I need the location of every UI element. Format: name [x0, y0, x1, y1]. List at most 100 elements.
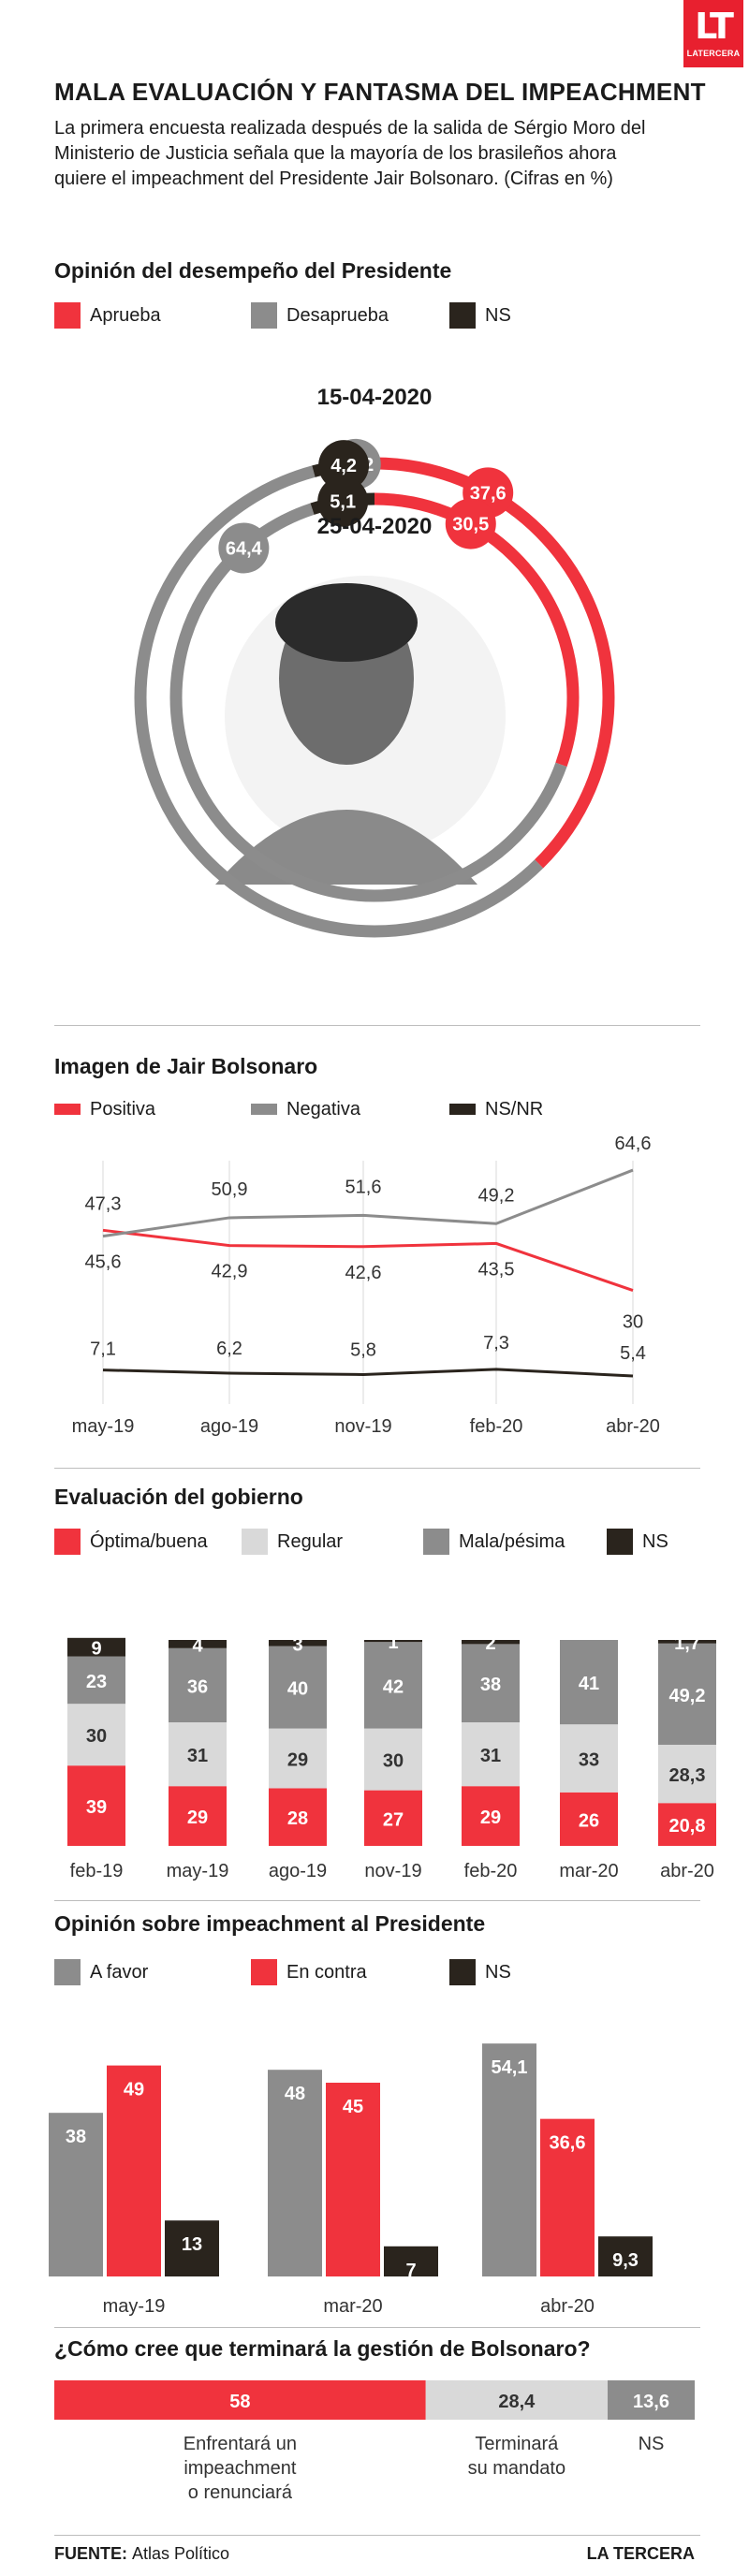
legend-swatch-desaprueba: [251, 302, 277, 329]
legend-item-positiva: Positiva: [54, 1099, 251, 1120]
bar-ago-19-2: [269, 1646, 327, 1729]
badge-label-1-aprueba: 30,5: [452, 515, 489, 535]
ring-date-outer: 15-04-2020: [317, 385, 433, 410]
badge-1-aprueba: [445, 498, 496, 549]
bar-may-19-3: [169, 1640, 227, 1648]
bar-value-label: 36: [187, 1676, 208, 1697]
legend-item-nsnr: NS/NR: [449, 1099, 543, 1120]
segment-caption: o renunciará: [188, 2482, 293, 2503]
x-tick-label: may-19: [103, 2296, 166, 2317]
segment-caption: Enfrentará un: [184, 2434, 297, 2454]
legend-label-optima: Óptima/buena: [90, 1530, 208, 1552]
bar-value-label: 1: [388, 1632, 398, 1653]
bar-nov-19-2: [364, 1642, 422, 1729]
section-title-gestion: ¿Cómo cree que terminará la gestión de B…: [54, 2336, 591, 2361]
legend-item-encontra: En contra: [251, 1959, 449, 1985]
section-title-imagen: Imagen de Jair Bolsonaro: [54, 1054, 318, 1078]
bar-value-label: 29: [187, 1808, 208, 1828]
bar-value-label: 30: [383, 1751, 404, 1772]
badge-1-ns: [317, 476, 369, 527]
divider: [54, 2535, 700, 2536]
bar-value-label: 4: [192, 1635, 203, 1656]
legend-label-ns-evaluacion: NS: [642, 1530, 668, 1552]
bar-feb-19-1: [67, 1704, 125, 1766]
bar-feb-20-0: [462, 1786, 520, 1846]
legend-swatch-ns-evaluacion: [607, 1529, 633, 1555]
bar-feb-20-1: [462, 1722, 520, 1787]
data-label: 5,4: [620, 1343, 646, 1364]
bar-value-label: 54,1: [492, 2057, 528, 2078]
bar-feb-19-3: [67, 1637, 125, 1657]
bar-value-label: 40: [287, 1679, 308, 1700]
bar-feb-20-2: [462, 1644, 520, 1722]
bar-value-label: 49: [124, 2080, 144, 2100]
bar-feb-20-3: [462, 1640, 520, 1645]
data-label: 43,5: [478, 1259, 515, 1280]
x-tick-label: ago-19: [200, 1416, 258, 1437]
bar-mar-20-1: [326, 2083, 380, 2276]
segment-caption: su mandato: [468, 2458, 566, 2479]
bar-ago-19-0: [269, 1788, 327, 1846]
bar-mar-20-0: [268, 2070, 322, 2276]
bar-value-label: 20,8: [669, 1816, 706, 1837]
bar-may-19-1: [169, 1722, 227, 1787]
ring-0-segment-desaprueba: [134, 457, 615, 938]
data-label: 42,6: [345, 1263, 382, 1283]
section-title-impeachment: Opinión sobre impeachment al Presidente: [54, 1911, 486, 1936]
section-title-evaluacion: Evaluación del gobierno: [54, 1485, 303, 1509]
segment-value-label: 13,6: [633, 2392, 669, 2412]
x-tick-label: nov-19: [364, 1861, 421, 1881]
bar-value-label: 42: [383, 1676, 404, 1697]
legend-swatch-ns-impeachment: [449, 1959, 476, 1985]
legend-item-aprueba: Aprueba: [54, 302, 251, 329]
legend-item-mala: Mala/pésima: [423, 1529, 607, 1555]
source-label: FUENTE:: [54, 2544, 127, 2563]
footer-brand: LA TERCERA: [586, 2544, 695, 2563]
bar-mar-20-0: [560, 1792, 618, 1846]
divider: [54, 1900, 700, 1901]
x-tick-label: nov-19: [334, 1416, 391, 1437]
legend-impeachment: A favor En contra NS: [54, 1958, 511, 1986]
legend-label-aprueba: Aprueba: [90, 304, 161, 326]
bar-value-label: 26: [579, 1810, 599, 1831]
bar-value-label: 29: [287, 1750, 308, 1771]
legend-label-desaprueba: Desaprueba: [286, 304, 389, 326]
bar-abr-20-0: [482, 2043, 536, 2276]
divider: [54, 1468, 700, 1469]
bar-value-label: 33: [579, 1750, 599, 1771]
bar-ago-19-3: [269, 1640, 327, 1647]
badge-label-0-aprueba: 37,6: [470, 483, 507, 504]
bar-value-label: 38: [480, 1675, 501, 1695]
stacked-bar-evaluacion: 39 30 23 9 feb-19 29 31 36 4 may-19 28 29 40 3 ago-19 2…: [67, 1632, 716, 1881]
line-series-negativa: [102, 1168, 634, 1238]
data-label: 64,6: [615, 1134, 652, 1154]
legend-label-afavor: A favor: [90, 1961, 149, 1983]
data-label: 50,9: [212, 1179, 248, 1200]
legend-label-ns: NS: [485, 304, 511, 326]
data-label: 49,2: [478, 1185, 515, 1206]
line-series-nsnr: [102, 1368, 634, 1378]
badge-label-1-ns: 5,1: [330, 492, 356, 513]
x-tick-label: ago-19: [269, 1861, 327, 1881]
bar-value-label: 28: [287, 1808, 308, 1829]
legend-label-negativa: Negativa: [286, 1098, 360, 1120]
segment-1: [425, 2380, 608, 2420]
legend-item-regular: Regular: [242, 1529, 423, 1555]
bar-mar-20-2: [560, 1640, 618, 1725]
ring-1-segment-desaprueba: [169, 492, 580, 902]
bar-value-label: 29: [480, 1808, 501, 1828]
bar-mar-20-2: [384, 2246, 438, 2276]
bar-feb-19-0: [67, 1765, 125, 1846]
line-chart-imagen: 47,3 42,9 42,6 43,5 30 45,6 50,9 51,6 49,2 64,6 7,…: [72, 1134, 660, 1437]
bar-value-label: 27: [383, 1809, 404, 1830]
legend-desempeno: Aprueba Desaprueba NS: [54, 301, 511, 329]
data-label: 45,6: [85, 1252, 122, 1273]
data-label: 6,2: [216, 1339, 242, 1359]
bar-may-19-1: [107, 2065, 161, 2276]
ring-date-inner: 25-04-2020: [317, 514, 433, 539]
bar-abr-20-3: [658, 1640, 716, 1644]
legend-label-positiva: Positiva: [90, 1098, 156, 1120]
legend-swatch-regular: [242, 1529, 268, 1555]
segment-caption: impeachment: [184, 2458, 297, 2479]
bar-value-label: 3: [292, 1634, 302, 1655]
